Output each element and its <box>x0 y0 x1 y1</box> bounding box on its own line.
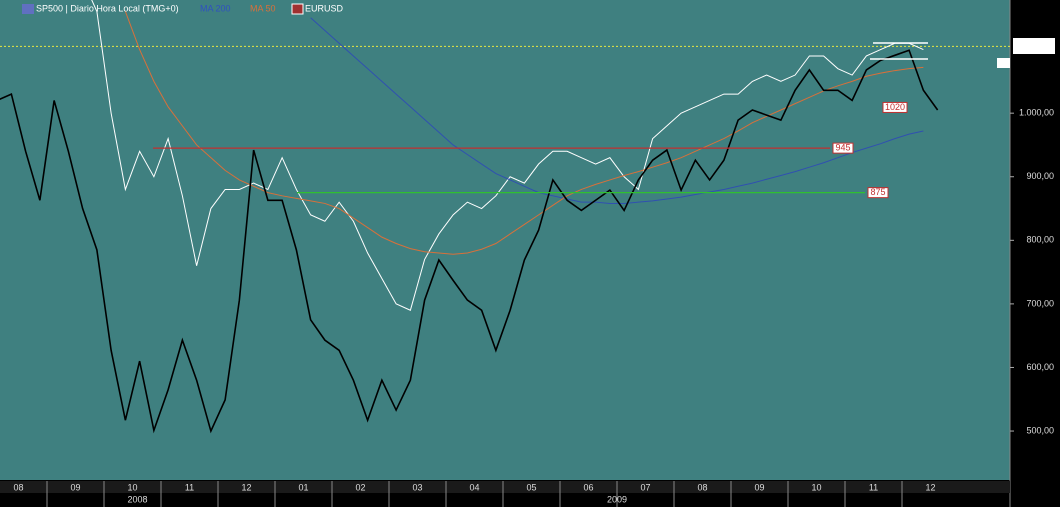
x-tick-label: 02 <box>355 482 365 492</box>
x-tick-label: 12 <box>925 482 935 492</box>
series-line <box>310 17 924 204</box>
year-label: 2008 <box>127 494 147 504</box>
x-tick-label: 09 <box>754 482 764 492</box>
price-box <box>997 58 1010 68</box>
year-label: 2009 <box>607 494 627 504</box>
x-axis-bar <box>0 481 1010 493</box>
level-box <box>867 187 889 199</box>
x-tick-label: 05 <box>526 482 536 492</box>
legend-icon <box>22 4 34 14</box>
legend-entry: MA 200 <box>200 3 231 13</box>
legend-icon <box>291 3 304 15</box>
series-line <box>124 11 924 255</box>
x-tick-label: 04 <box>469 482 479 492</box>
price-box <box>1013 38 1055 54</box>
y-tick-label: 600,00 <box>1026 362 1054 372</box>
x-tick-label: 10 <box>127 482 137 492</box>
y-tick-label: 700,00 <box>1026 298 1054 308</box>
legend-entry: MA 50 <box>250 3 276 13</box>
y-tick-label: 500,00 <box>1026 425 1054 435</box>
level-label: 875 <box>870 187 885 197</box>
y-tick-label: 900,00 <box>1026 171 1054 181</box>
x-tick-label: 11 <box>185 482 194 492</box>
x-tick-label: 01 <box>298 482 308 492</box>
series-line <box>91 0 924 311</box>
x-tick-label: 03 <box>412 482 422 492</box>
level-box <box>882 101 908 113</box>
legend-entry: SP500 | Diario Hora Local (TMG+0) <box>36 3 179 13</box>
y-tick-label: 800,00 <box>1026 235 1054 245</box>
y-tick-label: 1.000,00 <box>1019 108 1054 118</box>
plot-area <box>0 0 1010 480</box>
x-tick-label: 08 <box>697 482 707 492</box>
x-tick-label: 07 <box>640 482 650 492</box>
x-tick-label: 09 <box>70 482 80 492</box>
x-tick-label: 11 <box>869 482 878 492</box>
level-label: 945 <box>835 143 850 153</box>
legend-entry: EURUSD <box>305 3 344 13</box>
x-tick-label: 12 <box>241 482 251 492</box>
x-tick-label: 10 <box>811 482 821 492</box>
x-tick-label: 08 <box>13 482 23 492</box>
x-tick-label: 06 <box>583 482 593 492</box>
level-label: 1020 <box>885 102 905 112</box>
series-line <box>0 49 939 434</box>
level-box <box>832 142 854 154</box>
